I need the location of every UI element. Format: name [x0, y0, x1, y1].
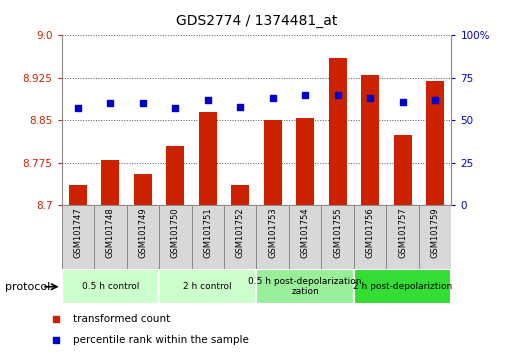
Bar	[127, 205, 159, 269]
Text: GSM101755: GSM101755	[333, 207, 342, 258]
Bar	[191, 205, 224, 269]
Bar	[256, 205, 289, 269]
Bar	[426, 81, 444, 205]
Bar	[256, 269, 354, 304]
Text: GSM101748: GSM101748	[106, 207, 115, 258]
Bar	[419, 205, 451, 269]
Bar	[134, 174, 152, 205]
Text: GSM101759: GSM101759	[431, 207, 440, 258]
Text: 0.5 h post-depolarization
zation: 0.5 h post-depolarization zation	[248, 277, 362, 296]
Text: GSM101757: GSM101757	[398, 207, 407, 258]
Text: GSM101749: GSM101749	[139, 207, 147, 258]
Bar	[386, 205, 419, 269]
Text: GSM101747: GSM101747	[73, 207, 82, 258]
Bar	[354, 205, 386, 269]
Text: GSM101756: GSM101756	[366, 207, 374, 258]
Text: GSM101750: GSM101750	[171, 207, 180, 258]
Bar	[289, 205, 322, 269]
Bar	[159, 269, 256, 304]
Bar	[102, 160, 119, 205]
Bar	[159, 205, 191, 269]
Bar	[224, 205, 256, 269]
Bar	[69, 185, 87, 205]
Text: 0.5 h control: 0.5 h control	[82, 282, 139, 291]
Bar	[354, 269, 451, 304]
Bar	[199, 112, 216, 205]
Text: protocol: protocol	[5, 282, 50, 292]
Bar	[394, 135, 411, 205]
Bar	[94, 205, 127, 269]
Text: GDS2774 / 1374481_at: GDS2774 / 1374481_at	[176, 14, 337, 28]
Text: 2 h control: 2 h control	[184, 282, 232, 291]
Text: transformed count: transformed count	[73, 314, 170, 325]
Text: GSM101752: GSM101752	[236, 207, 245, 258]
Bar	[264, 120, 282, 205]
Bar	[297, 118, 314, 205]
Bar	[361, 75, 379, 205]
Text: GSM101753: GSM101753	[268, 207, 277, 258]
Bar	[329, 58, 347, 205]
Text: GSM101751: GSM101751	[203, 207, 212, 258]
Text: GSM101754: GSM101754	[301, 207, 310, 258]
Text: 2 h post-depolariztion: 2 h post-depolariztion	[353, 282, 452, 291]
Bar	[62, 269, 159, 304]
Text: percentile rank within the sample: percentile rank within the sample	[73, 335, 249, 345]
Bar	[322, 205, 354, 269]
Bar	[166, 146, 184, 205]
Bar	[62, 205, 94, 269]
Bar	[231, 185, 249, 205]
